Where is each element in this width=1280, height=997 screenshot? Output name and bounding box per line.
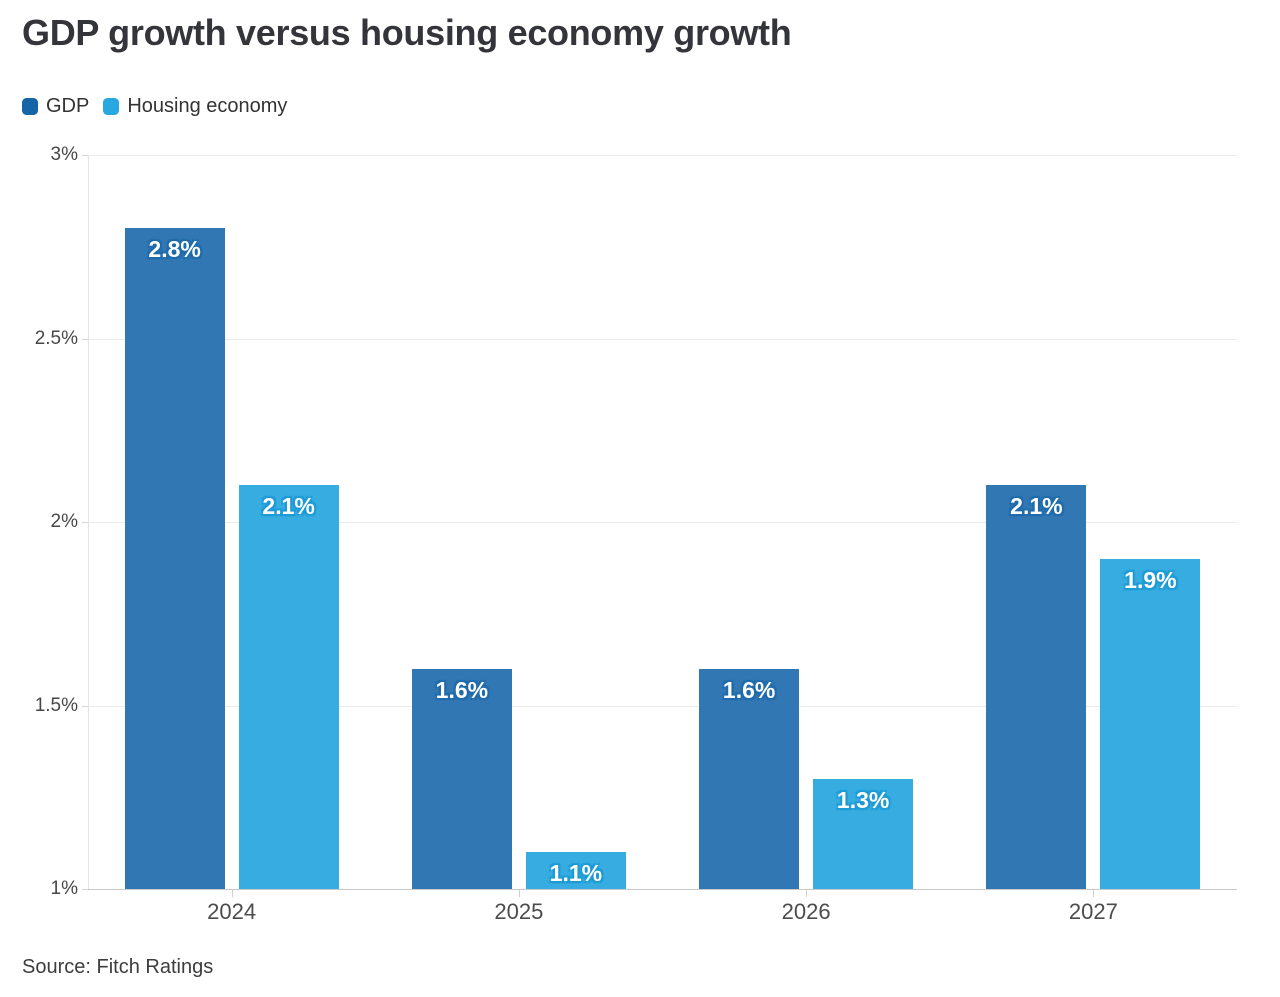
legend-swatch-housing-economy <box>103 98 120 115</box>
legend-item-gdp: GDP <box>22 95 89 118</box>
x-axis-baseline <box>88 889 1237 890</box>
y-axis-tick <box>82 155 88 156</box>
chart-title: GDP growth versus housing economy growth <box>22 12 792 53</box>
bar-gdp-2026 <box>699 668 800 889</box>
x-axis-tick-label: 2027 <box>1068 899 1118 924</box>
bar-housing-economy-2026 <box>813 778 914 889</box>
x-axis-tick-label: 2026 <box>781 899 831 924</box>
y-axis-tick-label: 1.5% <box>34 694 78 716</box>
legend-label-housing-economy: Housing economy <box>127 95 288 117</box>
x-axis-tick <box>231 889 233 897</box>
y-axis-tick <box>82 338 88 340</box>
y-axis-tick-label: 1% <box>50 878 78 899</box>
x-axis-tick <box>806 889 808 897</box>
bar-value-label: 2.8% <box>148 236 201 263</box>
bar-gdp-2025 <box>411 668 512 889</box>
bar-value-label: 2.1% <box>262 493 315 520</box>
y-axis-tick <box>82 522 88 523</box>
bar-housing-economy-2027 <box>1100 558 1201 889</box>
bar-gdp-2024 <box>124 228 225 889</box>
y-axis-tick-label: 2.5% <box>34 327 78 349</box>
bar-value-label: 2.1% <box>1010 493 1063 520</box>
legend-label-gdp: GDP <box>46 95 90 117</box>
gridline <box>88 338 1237 340</box>
y-axis-tick-label: 2% <box>50 511 78 532</box>
y-axis-tick <box>82 889 88 890</box>
x-axis-tick-label: 2025 <box>494 899 544 924</box>
bar-value-label: 1.1% <box>549 860 603 887</box>
legend: GDP Housing economy <box>22 95 287 118</box>
legend-swatch-gdp <box>22 98 38 115</box>
bar-housing-economy-2025 <box>525 852 626 889</box>
bar-value-label: 1.3% <box>836 786 890 813</box>
bar-housing-economy-2024 <box>238 485 339 889</box>
bar-value-label: 1.9% <box>1124 566 1177 593</box>
x-axis-tick <box>518 889 520 897</box>
gridline <box>88 522 1237 523</box>
y-axis-tick-label: 3% <box>50 144 78 165</box>
gridline <box>88 155 1237 156</box>
legend-item-housing-economy: Housing economy <box>103 95 287 118</box>
bar-gdp-2027 <box>986 485 1087 889</box>
y-axis-line <box>88 155 89 889</box>
y-axis-tick <box>82 705 88 707</box>
bar-value-label: 1.6% <box>435 676 489 703</box>
gridline <box>88 705 1237 707</box>
x-axis-tick <box>1093 889 1095 897</box>
bar-value-label: 1.6% <box>722 676 776 703</box>
source-note: Source: Fitch Ratings <box>22 956 214 978</box>
x-axis-tick-label: 2024 <box>207 899 257 924</box>
